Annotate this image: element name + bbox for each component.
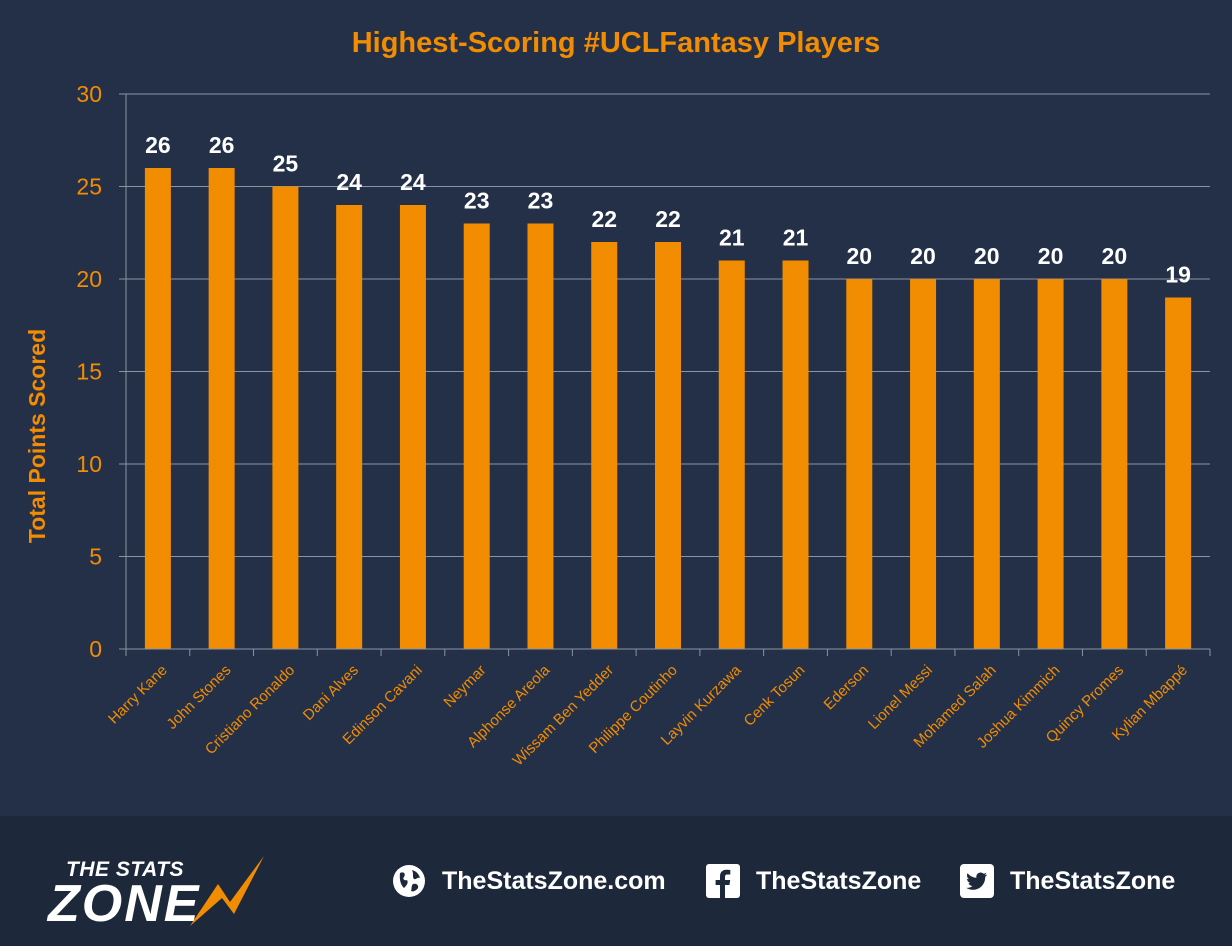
bar (1101, 279, 1128, 649)
data-label: 20 (974, 243, 1000, 269)
x-tick-label: Lionel Messi (865, 662, 936, 733)
y-tick-label: 15 (76, 359, 102, 385)
bar (399, 205, 426, 649)
y-tick-label: 0 (89, 636, 102, 662)
bar (591, 242, 618, 649)
data-label: 26 (145, 132, 171, 158)
bar (910, 279, 937, 649)
data-labels: 26 26 25 24 24 23 23 22 22 21 21 20 20 20 20 20 19 (145, 132, 1191, 288)
bar (144, 168, 171, 649)
data-label: 23 (528, 188, 554, 214)
bar (208, 168, 235, 649)
facebook-text: TheStatsZone (756, 866, 922, 895)
x-tick-label: John Stones (163, 662, 234, 733)
x-tick-label: Cenk Tosun (741, 662, 809, 730)
facebook-link[interactable]: TheStatsZone (706, 864, 921, 898)
data-label: 24 (336, 169, 362, 195)
data-label: 22 (591, 206, 617, 232)
bar (336, 205, 363, 649)
bar (718, 260, 745, 649)
y-tick-label: 10 (76, 451, 102, 477)
twitter-text: TheStatsZone (1010, 866, 1176, 895)
chart-title: Highest-Scoring #UCLFantasy Players (352, 27, 881, 59)
x-tick-label: Harry Kane (105, 662, 171, 728)
logo-top-text: THE STATS (66, 858, 185, 881)
bar (1165, 297, 1192, 649)
footer-bar: THE STATS ZONE TheStatsZone.com TheStats… (0, 816, 1232, 946)
website-link[interactable]: TheStatsZone.com (392, 864, 666, 898)
bar (527, 223, 554, 649)
y-axis-label: Total Points Scored (24, 329, 50, 543)
bars (144, 168, 1192, 649)
data-label: 20 (1038, 243, 1064, 269)
x-tick-label: Ederson (821, 662, 873, 714)
globe-icon (393, 865, 425, 897)
bar (846, 279, 873, 649)
bar (272, 186, 299, 649)
x-tick-label: Dani Alves (300, 662, 362, 724)
x-tick-label: Neymar (440, 662, 489, 711)
website-text: TheStatsZone.com (442, 866, 666, 895)
data-label: 20 (1102, 243, 1128, 269)
data-label: 21 (719, 225, 745, 251)
y-tick-label: 25 (76, 174, 102, 200)
y-axis-ticks: 0 5 10 15 20 25 30 (76, 81, 126, 662)
bar-chart: Highest-Scoring #UCLFantasy Players Tota… (24, 27, 1211, 769)
x-axis (125, 94, 1211, 656)
bar (463, 223, 490, 649)
bar (973, 279, 1000, 649)
bar (1037, 279, 1064, 649)
y-tick-label: 20 (76, 266, 102, 292)
data-label: 26 (209, 132, 235, 158)
data-label: 22 (655, 206, 681, 232)
data-label: 24 (400, 169, 426, 195)
bar (655, 242, 681, 649)
data-label: 20 (910, 243, 936, 269)
bar (782, 260, 809, 649)
data-label: 20 (846, 243, 872, 269)
twitter-icon (960, 864, 994, 898)
logo-swoosh-icon (190, 856, 264, 926)
facebook-icon (706, 864, 740, 898)
logo-main-text: ZONE (48, 875, 201, 933)
data-label: 21 (783, 225, 809, 251)
data-label: 19 (1165, 262, 1191, 288)
data-label: 25 (273, 151, 299, 177)
stats-zone-logo[interactable]: THE STATS ZONE (48, 854, 264, 934)
y-tick-label: 30 (76, 81, 102, 107)
data-label: 23 (464, 188, 490, 214)
twitter-link[interactable]: TheStatsZone (960, 864, 1175, 898)
y-tick-label: 5 (89, 544, 102, 570)
